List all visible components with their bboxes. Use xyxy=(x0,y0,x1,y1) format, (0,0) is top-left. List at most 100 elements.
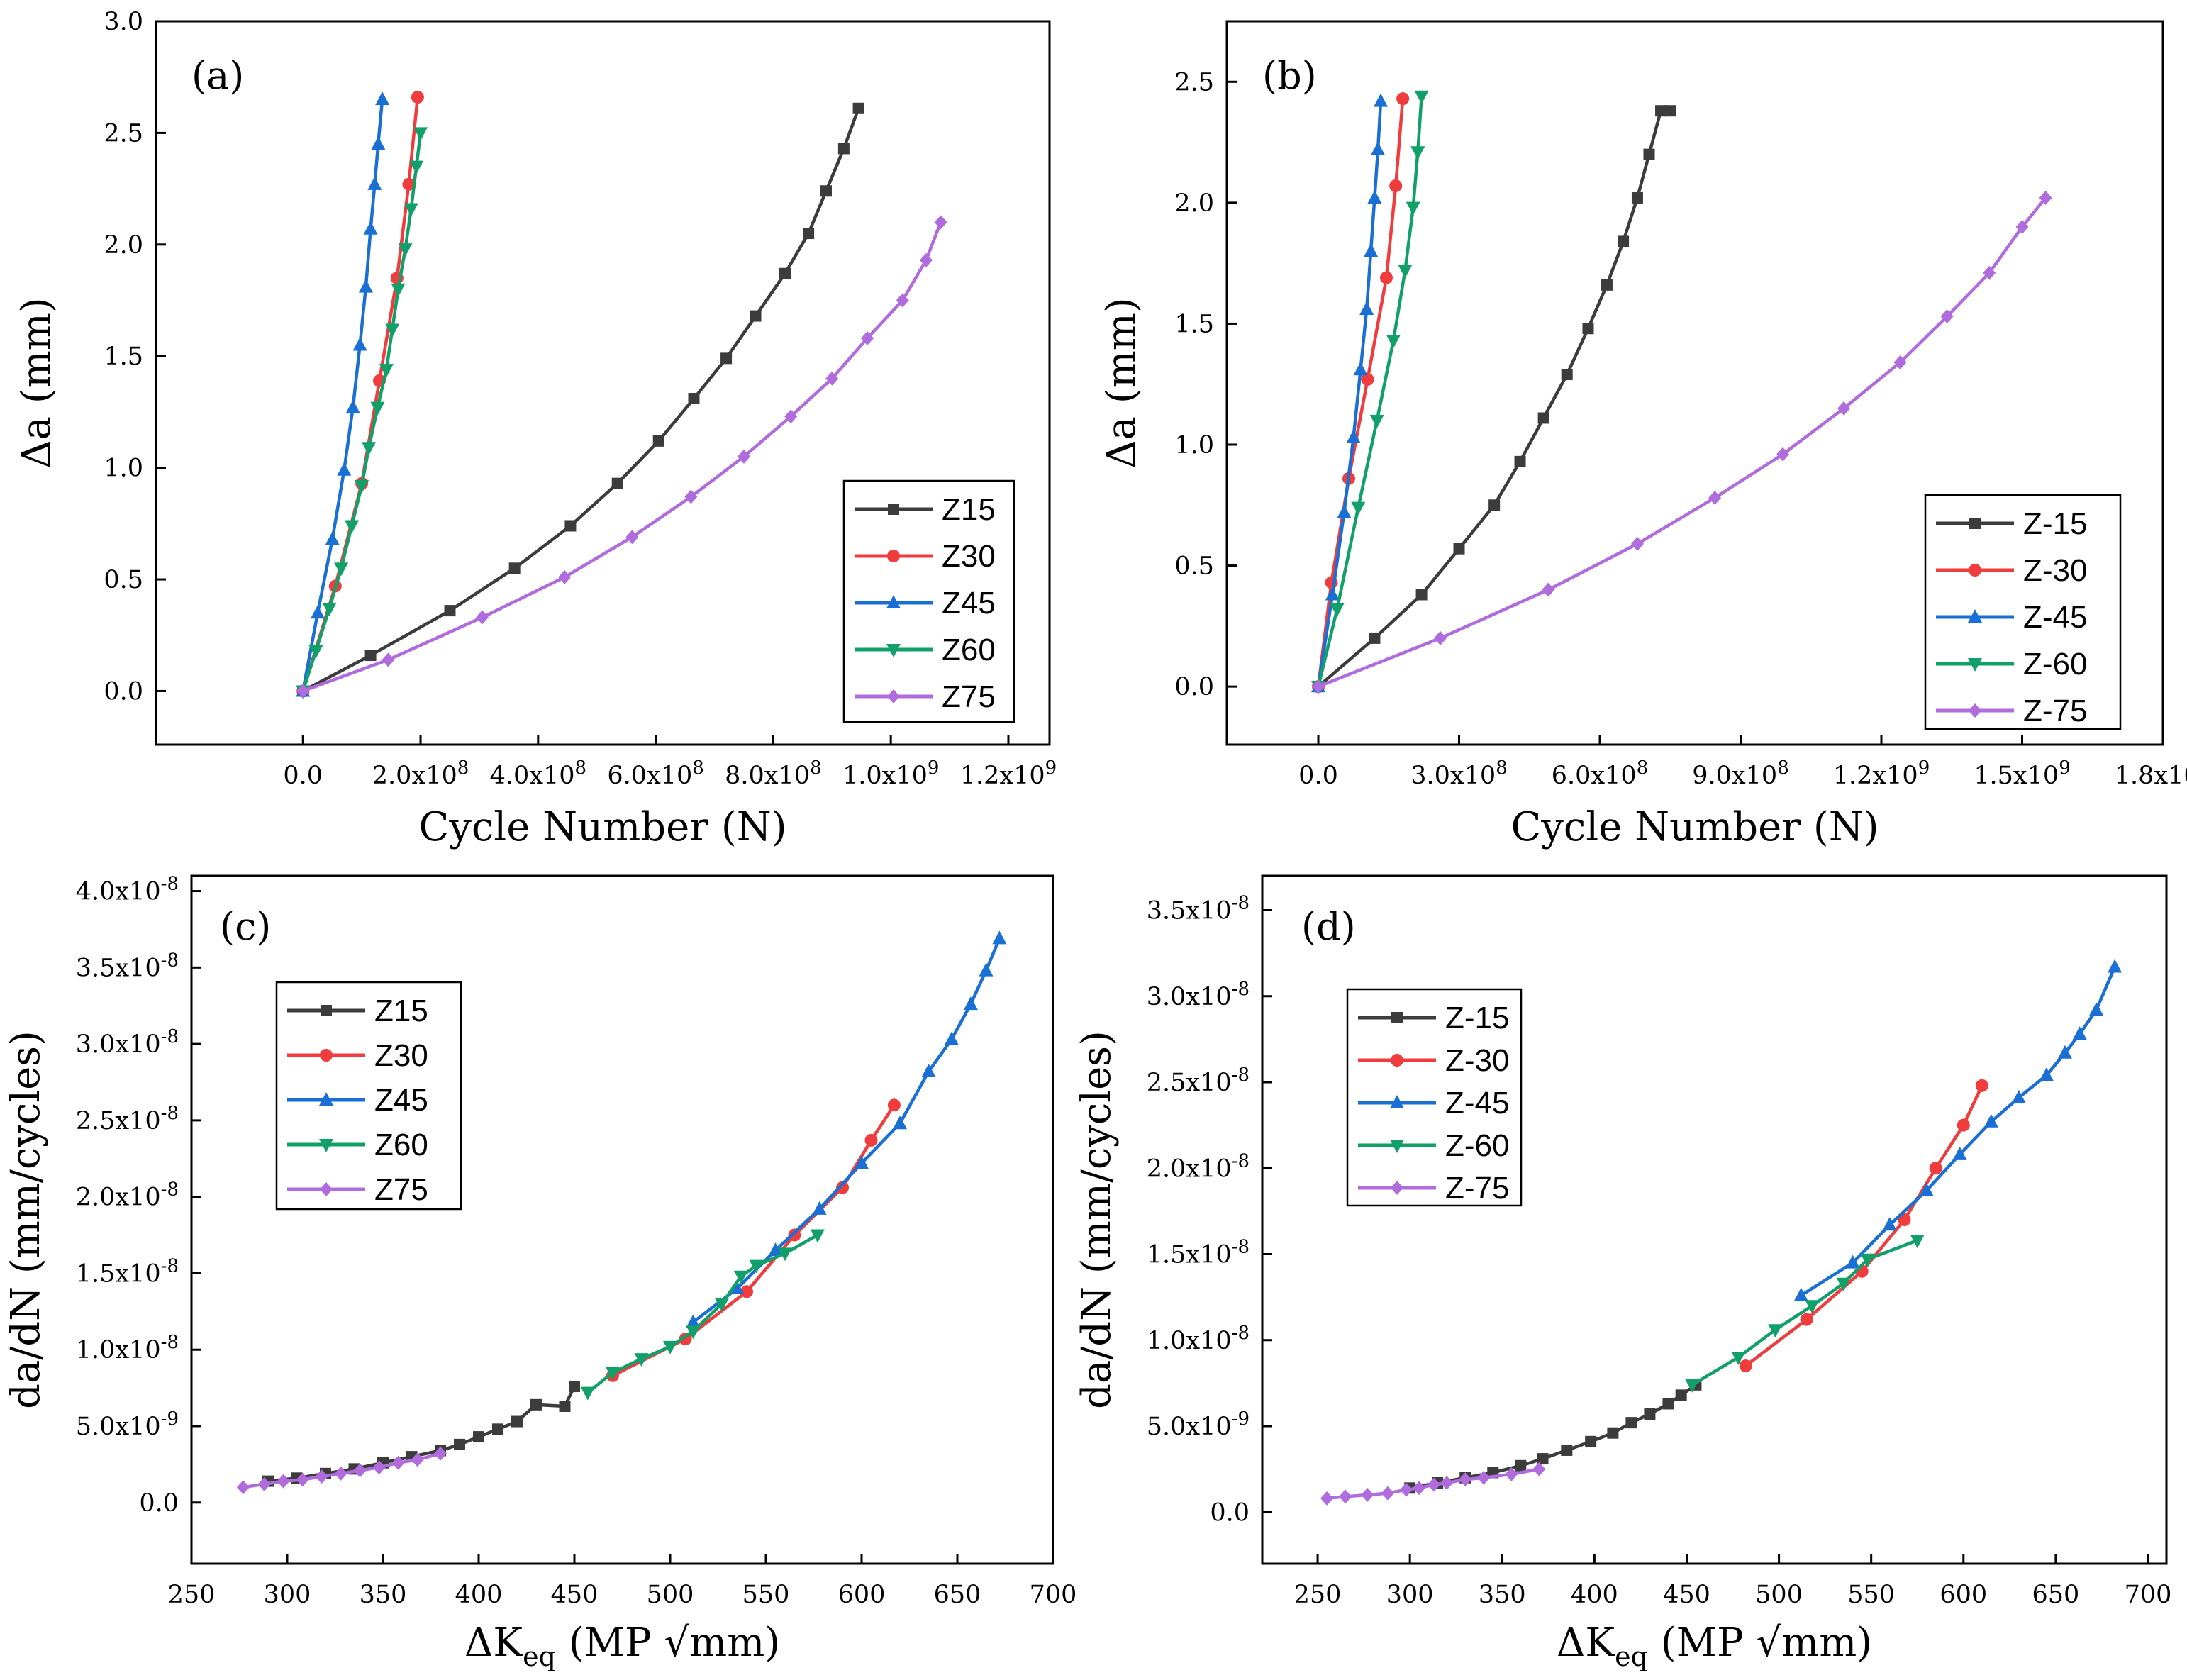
series-Z75 xyxy=(1312,191,2052,694)
data-point xyxy=(1477,1470,1491,1485)
y-tick-label: 2.0 xyxy=(1174,189,1214,218)
data-point xyxy=(411,91,424,104)
y-tick-label: 2.0x10-8 xyxy=(76,1179,179,1212)
x-axis-title: Cycle Number (N) xyxy=(418,804,786,850)
x-tick-label: 550 xyxy=(742,1581,790,1609)
data-point xyxy=(1415,589,1428,601)
data-point xyxy=(1655,105,1667,117)
y-tick-label: 1.5x10-8 xyxy=(76,1255,179,1288)
data-point xyxy=(740,1285,753,1298)
y-tick-label: 0.5 xyxy=(104,566,143,594)
data-point xyxy=(1367,190,1382,204)
data-point xyxy=(1396,92,1410,106)
y-tick-label: 3.5x10-8 xyxy=(1147,893,1250,925)
legend-marker xyxy=(1391,1012,1403,1023)
data-point xyxy=(558,569,572,584)
data-point xyxy=(296,1472,309,1487)
x-tick-label: 500 xyxy=(647,1581,694,1609)
legend-marker xyxy=(319,1139,333,1152)
data-point xyxy=(355,479,369,494)
data-point xyxy=(1805,1300,1820,1314)
data-point xyxy=(611,477,623,489)
series-line xyxy=(1316,99,1383,689)
data-point xyxy=(334,562,349,577)
x-tick-label: 650 xyxy=(2032,1581,2079,1609)
x-tick-label: 250 xyxy=(168,1581,216,1609)
y-tick-label: 5.0x10-9 xyxy=(1147,1408,1250,1441)
panel-label: (d) xyxy=(1301,904,1356,949)
data-point xyxy=(652,435,664,447)
data-point xyxy=(1374,93,1389,107)
y-tick-label: 0.0 xyxy=(139,1489,179,1518)
legend: Z-15 Z-30 Z-45 Z-60 Z-75 xyxy=(1346,988,1523,1207)
data-point xyxy=(345,399,360,413)
data-point xyxy=(1561,369,1573,381)
legend-box xyxy=(1346,988,1523,1207)
legend-box xyxy=(275,981,462,1211)
legend-marker xyxy=(319,1092,333,1106)
data-point xyxy=(352,337,367,351)
x-tick-label: 450 xyxy=(551,1581,599,1609)
x-tick-label: 1.5x109 xyxy=(1974,757,2070,790)
y-tick-label: 1.0 xyxy=(104,455,143,483)
data-point xyxy=(887,1098,901,1112)
series-Z30 xyxy=(1312,92,1410,694)
data-point xyxy=(358,279,373,293)
data-point xyxy=(1644,1408,1656,1420)
series-line xyxy=(1799,965,2117,1297)
y-tick-label: 5.0x10-9 xyxy=(76,1408,179,1441)
panel-label: (a) xyxy=(191,53,244,98)
data-point xyxy=(1618,235,1630,247)
chart-panel-4: 250 300 350 400 450 500 550 600 650 700 0.0 5.0x10-… xyxy=(1074,874,2171,1672)
series-Z60 xyxy=(1685,1235,1925,1393)
data-point xyxy=(1386,335,1401,349)
y-tick-label: 1.5 xyxy=(1174,310,1214,338)
legend-label: Z-15 xyxy=(2023,506,2087,541)
data-point xyxy=(2039,1067,2054,1081)
data-point xyxy=(1561,1444,1573,1456)
data-point xyxy=(385,323,400,338)
x-tick-label: 6.0x108 xyxy=(1552,757,1648,790)
y-axis-title: da/dN (mm/cycles) xyxy=(3,1030,49,1409)
x-tick-label: 1.8x109 xyxy=(2115,757,2187,790)
data-point xyxy=(1427,1477,1440,1492)
data-point xyxy=(476,610,489,625)
data-point xyxy=(1381,1486,1394,1501)
y-tick-label: 2.5x10-8 xyxy=(76,1103,179,1135)
data-point xyxy=(1983,265,1996,280)
data-point xyxy=(803,228,815,240)
data-point xyxy=(559,1400,571,1412)
data-point xyxy=(768,1242,783,1257)
data-point xyxy=(1364,243,1379,257)
legend-marker xyxy=(1969,564,1981,577)
data-point xyxy=(315,1469,328,1484)
data-point xyxy=(580,1386,595,1401)
data-point xyxy=(1929,1162,1942,1175)
legend-marker xyxy=(886,595,901,608)
plot-frame xyxy=(190,874,1054,1565)
data-point xyxy=(1836,1277,1851,1291)
data-point xyxy=(1631,192,1643,204)
x-axis-title: ΔKeq (MP √mm) xyxy=(1557,1620,1872,1672)
data-point xyxy=(1514,455,1526,467)
series-Z75 xyxy=(236,1446,447,1495)
data-point xyxy=(921,1063,936,1077)
y-axis-title: Δa (mm) xyxy=(1098,297,1145,469)
data-point xyxy=(1410,146,1425,160)
data-point xyxy=(1320,1491,1334,1506)
data-point xyxy=(398,243,413,257)
legend-marker xyxy=(1969,518,1981,529)
data-point xyxy=(1312,679,1325,694)
data-point xyxy=(1337,504,1352,518)
data-point xyxy=(1371,141,1386,155)
chart-panel-2: 0.0 3.0x108 6.0x108 9.0x108 1.2x109 1.5x109 1.… xyxy=(1098,20,2187,850)
data-point xyxy=(714,1298,729,1312)
data-point xyxy=(1537,412,1549,424)
data-point xyxy=(345,520,360,534)
legend-label: Z30 xyxy=(942,539,996,574)
x-tick-label: 700 xyxy=(1030,1581,1077,1609)
data-point xyxy=(1643,148,1655,160)
legend-label: Z75 xyxy=(374,1172,428,1207)
data-point xyxy=(1882,1217,1897,1231)
